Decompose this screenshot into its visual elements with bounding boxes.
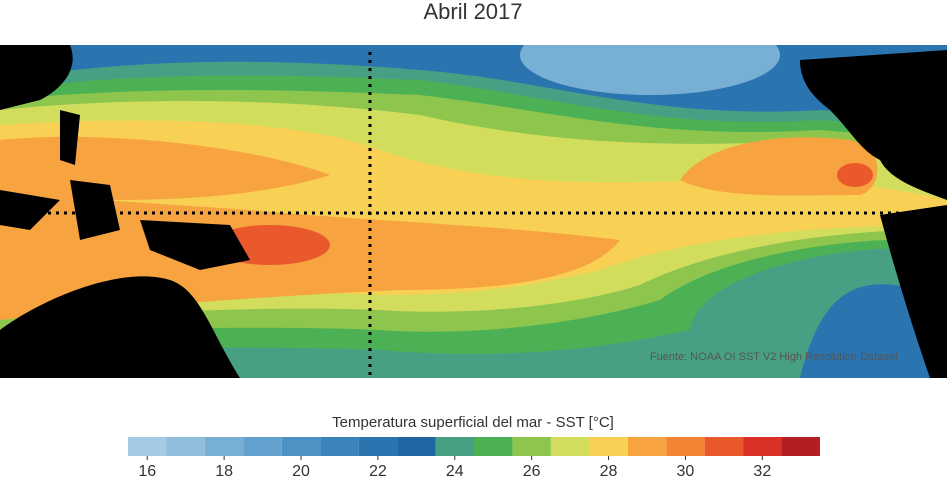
colorbar-tick-label: 32 — [753, 463, 771, 480]
source: Fuente: NOAA OI SST V2 High Resolution D… — [650, 351, 898, 363]
colorbar-tick-label: 20 — [292, 463, 310, 480]
colorbar-tick-label: 30 — [677, 463, 695, 480]
colorbar-label: Temperatura superficial del mar - SST [°… — [332, 414, 614, 431]
land — [880, 205, 947, 378]
colorbar-bin — [397, 437, 436, 456]
colorbar: 16 18 20 22 24 26 28 30 32 — [128, 437, 820, 480]
colorbar-bin — [281, 437, 321, 456]
colorbar-bin — [474, 437, 513, 456]
band — [0, 136, 620, 320]
colorbar-tick-label: 24 — [446, 463, 464, 480]
colorbar-bin — [627, 437, 667, 456]
land — [0, 110, 250, 270]
land — [0, 276, 240, 378]
colorbar-bin — [358, 437, 398, 456]
colorbar-bin — [243, 437, 282, 456]
warm-spot — [837, 163, 873, 187]
land — [0, 45, 73, 110]
colorbar-tick-label: 18 — [215, 463, 233, 480]
colorbar-bin — [589, 437, 628, 456]
colorbar-bin — [704, 437, 744, 456]
land — [800, 50, 947, 200]
colorbar-tick-label: 22 — [369, 463, 387, 480]
colorbar-bin — [128, 437, 167, 456]
colorbar-bin — [512, 437, 551, 456]
colorbar-tick-label: 26 — [523, 463, 541, 480]
colorbar-tick-label: 28 — [600, 463, 618, 480]
cold-water — [520, 45, 780, 95]
colorbar-bin — [550, 437, 590, 456]
colorbar-bin — [743, 437, 782, 456]
colorbar-bin — [320, 437, 359, 456]
colorbar-tick-label: 16 — [138, 463, 156, 480]
colorbar-bin — [666, 437, 705, 456]
colorbar-bin — [204, 437, 244, 456]
colorbar-bin — [435, 437, 474, 456]
sst-map: Fuente: NOAA OI SST V2 High Resolution D… — [0, 45, 947, 378]
colorbar-bin — [781, 437, 820, 456]
colorbar-bin — [166, 437, 205, 456]
band — [680, 137, 878, 196]
title: Abril 2017 — [423, 0, 522, 24]
